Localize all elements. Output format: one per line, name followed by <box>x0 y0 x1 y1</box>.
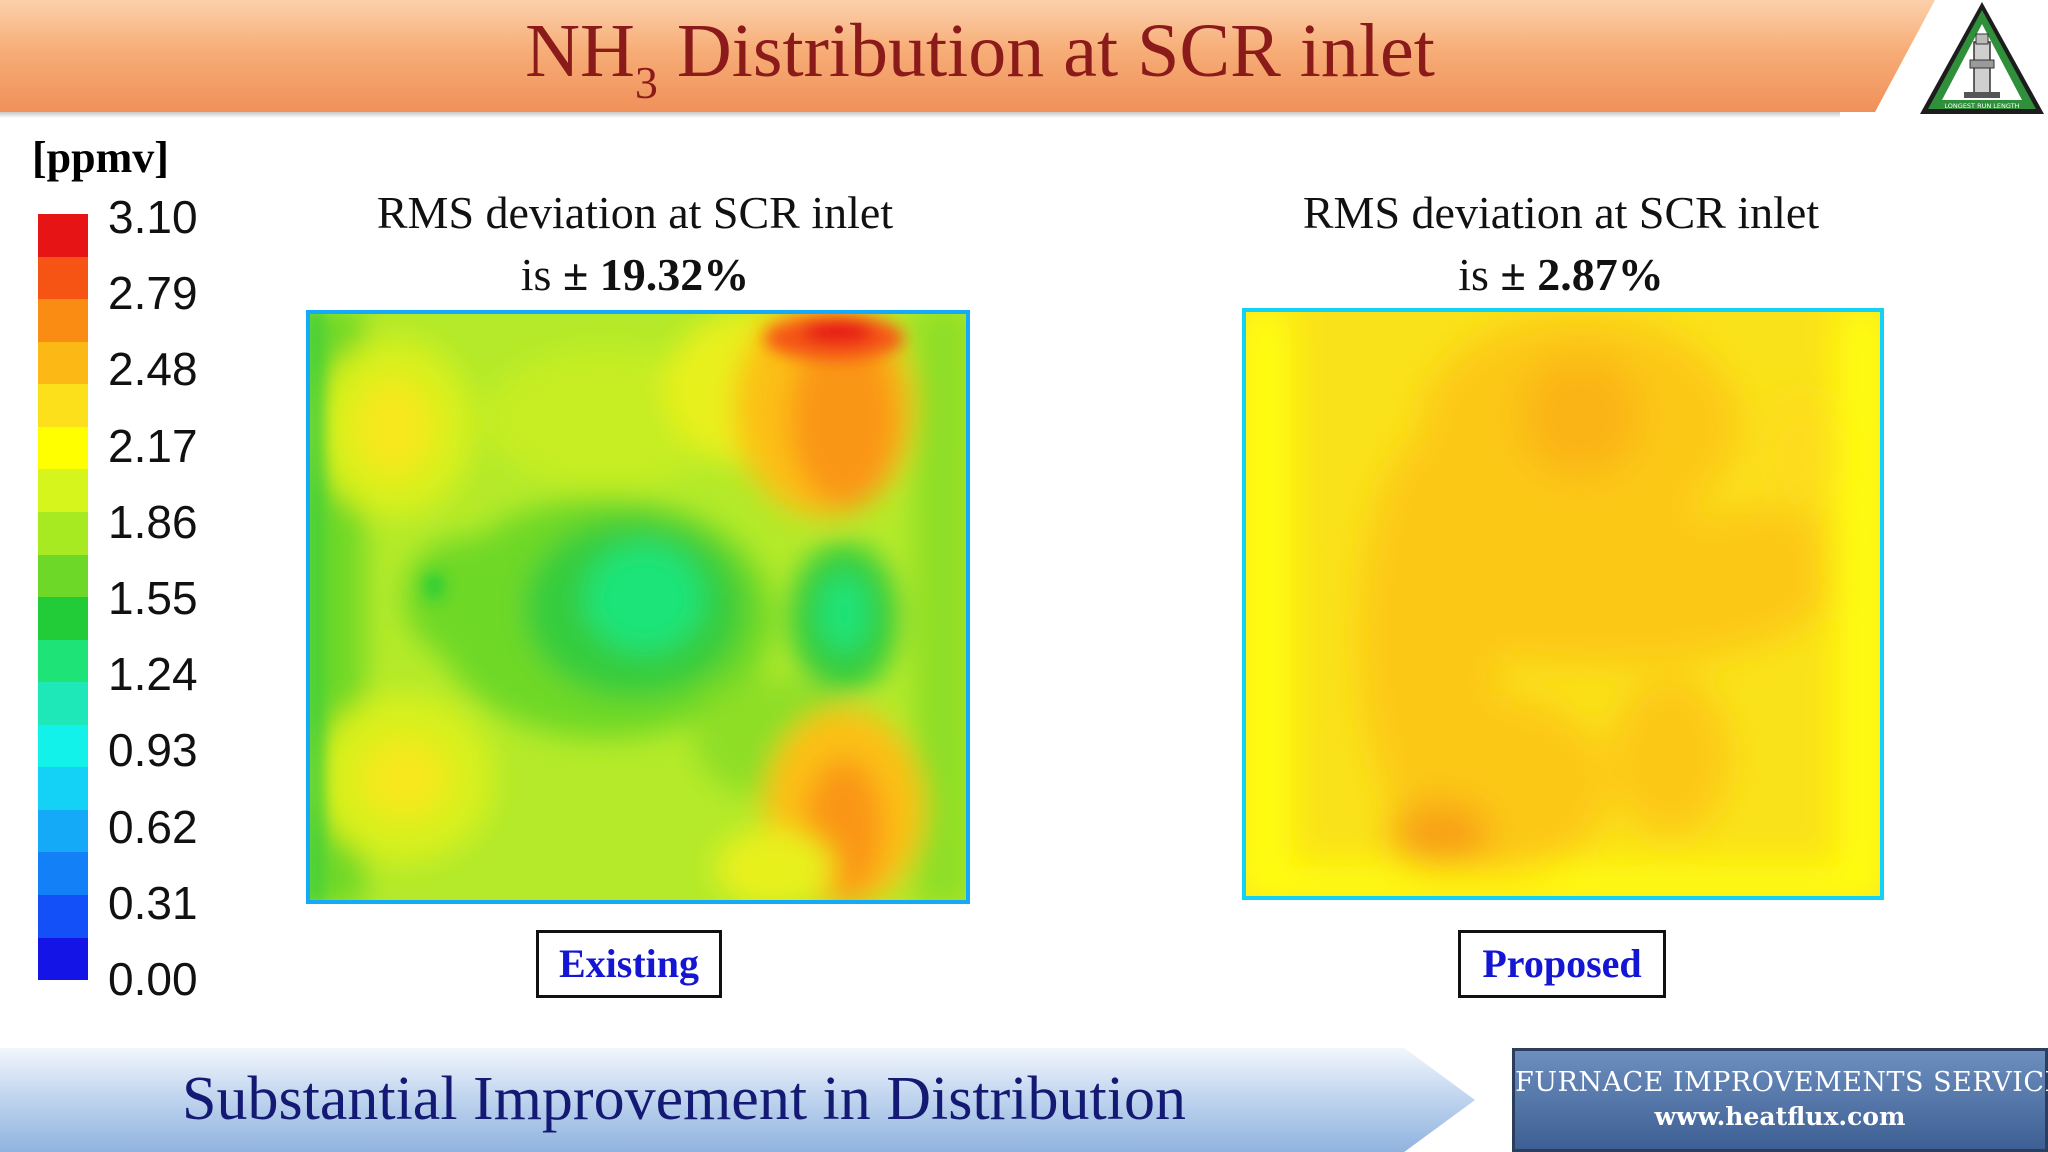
footer-banner <box>0 1048 1475 1152</box>
title-banner <box>0 0 1935 112</box>
existing-caption-line1: RMS deviation at SCR inlet <box>376 187 894 238</box>
existing-contour-plot <box>306 310 970 904</box>
legend-tick-label: 0.00 <box>108 953 198 1005</box>
legend-color-bar <box>38 214 88 981</box>
existing-label: Existing <box>536 930 722 998</box>
legend-swatch <box>38 724 88 768</box>
legend-tick-label: 2.17 <box>108 419 198 472</box>
legend-swatch <box>38 809 88 853</box>
legend-swatch <box>38 554 88 598</box>
legend-swatch <box>38 597 88 640</box>
company-url: www.heatflux.com <box>1654 1102 1906 1131</box>
existing-rms-value: ± 19.32% <box>562 249 750 300</box>
logo-ring-text: LONGEST RUN LENGTH <box>1944 102 2019 110</box>
legend-tick-label: 0.93 <box>108 724 198 777</box>
legend-swatch <box>38 299 88 342</box>
legend-swatch <box>38 341 88 385</box>
proposed-caption-line1: RMS deviation at SCR inlet <box>1302 187 1820 238</box>
legend-tick-label: 1.55 <box>108 572 198 624</box>
legend-tick-label: 0.62 <box>108 800 198 853</box>
legend-swatch <box>38 682 88 725</box>
legend-tick-label: 1.86 <box>108 495 198 548</box>
proposed-label: Proposed <box>1458 930 1666 998</box>
slide-title: NH3 Distribution at SCR inlet <box>0 9 1960 108</box>
proposed-caption-prefix: is <box>1458 249 1501 300</box>
legend-swatch <box>38 895 88 938</box>
proposed-contour-plot <box>1242 308 1884 900</box>
legend-tick-label: 0.31 <box>108 876 198 929</box>
footer-headline: Substantial Improvement in Distribution <box>182 1065 1186 1133</box>
title-subscript: 3 <box>634 57 658 108</box>
legend-tick-label: 2.79 <box>108 267 198 320</box>
title-rest: Distribution at SCR inlet <box>657 9 1435 93</box>
furnace-tower-triangle-logo: LONGEST RUN LENGTH <box>1920 2 2044 114</box>
legend-swatch <box>38 852 88 895</box>
legend-tick-label: 2.48 <box>108 343 198 396</box>
legend-unit: [ppmv] <box>32 133 169 182</box>
existing-caption-prefix: is <box>520 249 563 300</box>
title-main: NH <box>525 9 635 93</box>
legend-swatch <box>38 767 88 810</box>
legend-swatch <box>38 426 88 470</box>
existing-rms-caption: RMS deviation at SCR inlet is ± 19.32% <box>300 182 970 306</box>
legend-swatch <box>38 639 88 683</box>
company-badge: FURNACE IMPROVEMENTS SERVICES www.heatfl… <box>1512 1048 2048 1152</box>
title-banner-shadow <box>0 112 1840 118</box>
company-name: FURNACE IMPROVEMENTS SERVICES <box>1515 1067 2048 1098</box>
legend-swatch <box>38 256 88 300</box>
legend-swatch <box>38 511 88 555</box>
legend-swatch <box>38 384 88 427</box>
legend-tick-label: 1.24 <box>108 648 198 701</box>
proposed-rms-value: ± 2.87% <box>1500 249 1664 300</box>
legend-swatch <box>38 214 88 257</box>
legend-tick-label: 3.10 <box>108 191 198 243</box>
legend-swatch <box>38 937 88 981</box>
proposed-rms-caption: RMS deviation at SCR inlet is ± 2.87% <box>1226 182 1896 306</box>
legend-swatch <box>38 469 88 512</box>
